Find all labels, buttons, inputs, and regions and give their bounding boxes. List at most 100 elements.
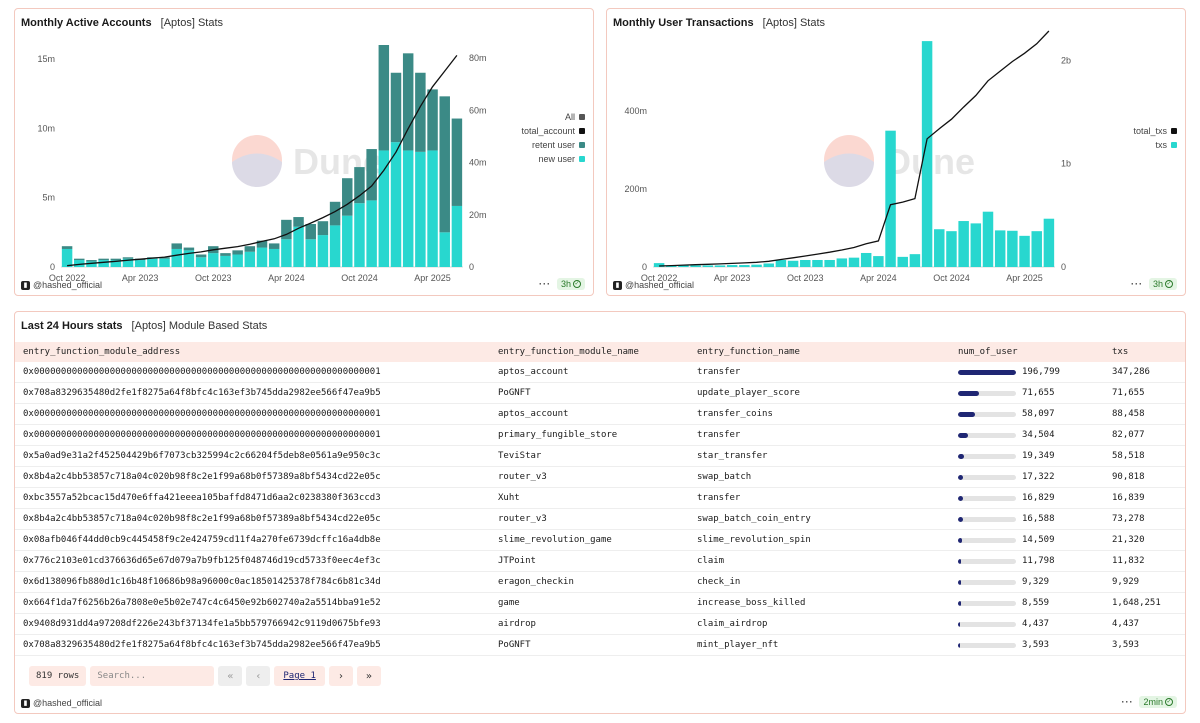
bar-new-user (415, 151, 426, 267)
table-row[interactable]: 0x00000000000000000000000000000000000000… (15, 404, 1185, 425)
cell-num-of-user: 9,329 (950, 577, 1104, 587)
bar-new-user (61, 248, 73, 267)
user-bar (958, 390, 1016, 396)
table-row[interactable]: 0x08afb046f44dd0cb9c445458f9c2e424759cd1… (15, 530, 1185, 551)
table-row[interactable]: 0x6d138096fb880d1c16b48f10686b98a96000c0… (15, 572, 1185, 593)
user-bar-fill (958, 600, 961, 606)
next-page-icon[interactable]: › (328, 666, 353, 686)
panel-title: Last 24 Hours stats [Aptos] Module Based… (21, 320, 267, 332)
table-row[interactable]: 0xbc3557a52bcac15d470e6ffa421eeea105baff… (15, 488, 1185, 509)
search-input[interactable]: Search... (90, 666, 215, 686)
check-icon: ✓ (573, 280, 581, 288)
bar-new-user (439, 232, 450, 267)
chart-subtitle: [Aptos] Stats (762, 17, 826, 29)
cell-module: TeviStar (498, 451, 542, 461)
bar-retent-user (98, 258, 109, 261)
legend-label: All (565, 112, 575, 122)
bar-txs (982, 211, 994, 267)
bar-new-user (220, 255, 231, 267)
bar-retent-user (451, 118, 463, 206)
bar-txs (897, 256, 908, 267)
cell-module: Xuht (498, 493, 520, 503)
bar-retent-user (256, 240, 268, 248)
bar-retent-user (61, 246, 73, 249)
first-page-icon[interactable]: « (218, 666, 243, 686)
user-count: 16,588 (1022, 514, 1055, 524)
table-subtitle: [Aptos] Module Based Stats (131, 320, 268, 332)
monthly-active-accounts-panel: Monthly Active Accounts [Aptos] Stats Du… (14, 8, 594, 296)
bar-retent-user (195, 254, 207, 258)
panel-footer-actions: ··· 3h ✓ (539, 278, 585, 290)
legend-swatch (579, 142, 585, 148)
column-header[interactable]: entry_function_module_name (498, 347, 639, 357)
user-bar-fill (958, 411, 976, 417)
more-options-icon[interactable]: ··· (538, 279, 551, 289)
table-row[interactable]: 0x708a8329635480d2fe1f8275a64f8bfc4c163e… (15, 635, 1185, 656)
bar-new-user (244, 251, 256, 267)
legend-swatch (579, 128, 585, 134)
y-right-tick-label: 60m (469, 105, 487, 115)
cell-address: 0x5a0ad9e31a2f452504429b6f7073cb325994c2… (23, 451, 381, 461)
cell-address: 0x6d138096fb880d1c16b48f10686b98a96000c0… (23, 577, 381, 587)
bar-retent-user (86, 260, 97, 262)
more-options-icon[interactable]: ··· (1130, 279, 1143, 289)
author-link[interactable]: ▮ @hashed_official (21, 698, 102, 708)
bar-txs (946, 231, 957, 267)
bar-retent-user (390, 72, 402, 143)
table-row[interactable]: 0x00000000000000000000000000000000000000… (15, 425, 1185, 446)
x-tick-label: Apr 2025 (1006, 273, 1043, 283)
bar-txs (970, 223, 982, 267)
cell-num-of-user: 34,504 (950, 430, 1104, 440)
column-header[interactable]: txs (1112, 347, 1129, 357)
table-row[interactable]: 0x8b4a2c4bb53857c718a04c020b98f8c2e1f99a… (15, 509, 1185, 530)
column-header[interactable]: entry_function_module_address (23, 347, 181, 357)
bar-new-user (354, 203, 365, 267)
bar-new-user (74, 260, 85, 267)
bar-new-user (366, 200, 377, 267)
column-header[interactable]: num_of_user (958, 347, 1018, 357)
bar-txs (1043, 218, 1055, 267)
cell-module: slime_revolution_game (498, 535, 612, 545)
user-bar-fill (958, 495, 963, 501)
page-indicator[interactable]: Page 1 (274, 666, 325, 686)
bar-new-user (183, 250, 195, 267)
cell-txs: 11,832 (1112, 556, 1145, 566)
user-bar-fill (958, 453, 964, 459)
cell-txs: 90,818 (1112, 472, 1145, 482)
table-row[interactable]: 0x708a8329635480d2fe1f8275a64f8bfc4c163e… (15, 383, 1185, 404)
bar-txs (726, 265, 738, 267)
bar-new-user (402, 150, 414, 267)
previous-page-icon[interactable]: ‹ (246, 666, 271, 686)
bar-txs (1031, 231, 1042, 267)
table-title: Last 24 Hours stats (21, 320, 123, 332)
bar-new-user (451, 205, 463, 267)
table-row[interactable]: 0x00000000000000000000000000000000000000… (15, 362, 1185, 383)
bar-new-user (110, 260, 122, 267)
cell-txs: 3,593 (1112, 640, 1140, 650)
author-link[interactable]: ▮ @hashed_official (613, 280, 694, 290)
cell-function: swap_batch_coin_entry (697, 514, 811, 524)
y-left-tick-label: 0 (50, 262, 55, 272)
column-header[interactable]: entry_function_name (697, 347, 800, 357)
bar-txs (678, 265, 689, 267)
more-options-icon[interactable]: ··· (1121, 697, 1134, 707)
cell-txs: 347,286 (1112, 367, 1150, 377)
author-link[interactable]: ▮ @hashed_official (21, 280, 102, 290)
refresh-time: 3h (1152, 279, 1163, 289)
cell-function: claim (697, 556, 725, 566)
user-bar (958, 516, 1016, 522)
last-page-icon[interactable]: » (356, 666, 381, 686)
cell-num-of-user: 8,559 (950, 598, 1104, 608)
user-bar-fill (958, 390, 980, 396)
table-row[interactable]: 0x776c2103e01cd376636d65e67d079a7b9fb125… (15, 551, 1185, 572)
table-row[interactable]: 0x5a0ad9e31a2f452504429b6f7073cb325994c2… (15, 446, 1185, 467)
table-row[interactable]: 0x9408d931dd4a97208df226e243bf37134fe1a5… (15, 614, 1185, 635)
legend-label: new user (538, 154, 575, 164)
table-row[interactable]: 0x8b4a2c4bb53857c718a04c020b98f8c2e1f99a… (15, 467, 1185, 488)
table-row[interactable]: 0x664f1da7f6256b26a7808e0e5b02e747c4c645… (15, 593, 1185, 614)
x-tick-label: Apr 2023 (714, 273, 751, 283)
bar-txs (994, 230, 1006, 267)
bar-retent-user (183, 247, 195, 251)
y-right-tick-label: 0 (469, 262, 474, 272)
dune-watermark-icon: Dune (824, 135, 975, 187)
